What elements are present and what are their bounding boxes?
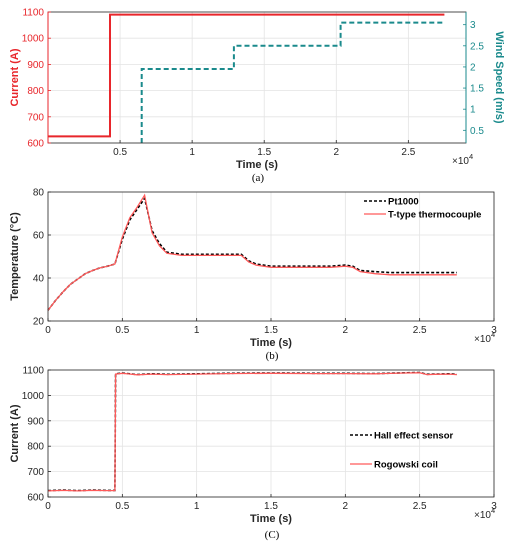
panel-caption: (C)	[265, 529, 280, 541]
x-tick-label: 2	[343, 501, 349, 512]
x-exponent-power: 4	[469, 152, 473, 161]
y-axis-label: Current (A)	[9, 48, 21, 106]
y-tick-label: 600	[27, 493, 44, 504]
y-right-tick-label: 3	[470, 20, 476, 31]
y-tick-label: 900	[27, 60, 44, 71]
plot-area	[48, 12, 466, 143]
x-tick-label: 1.5	[264, 325, 278, 336]
y-tick-label: 1000	[22, 391, 45, 402]
x-tick-label: 0.5	[115, 501, 129, 512]
legend-label: Rogowski coil	[374, 460, 438, 471]
series-line-1	[47, 193, 457, 311]
x-tick-label: 1	[194, 325, 200, 336]
x-tick-label: 3	[491, 501, 497, 512]
series-line-0	[48, 13, 445, 138]
x-axis-label: Time (s)	[250, 337, 292, 349]
y-right-tick-label: 1	[470, 105, 476, 116]
y-tick-label: 40	[33, 274, 45, 285]
legend-label: T-type thermocouple	[388, 210, 481, 221]
legend-label: Pt1000	[388, 197, 419, 208]
y-tick-label: 700	[27, 112, 44, 123]
y-axis-right-label: Wind Speed (m/s)	[493, 31, 505, 124]
panel-2: 0 0.5 1 1.5 2 2.5 3 600 700 800 900 1000 1100 Time (s…	[9, 366, 497, 542]
x-tick-label: 1.5	[257, 147, 271, 158]
y-right-tick-label: 2.5	[470, 41, 484, 52]
panel-1: 0 0.5 1 1.5 2 2.5 3 20 40 60 80 Time (s) Temperature…	[9, 188, 497, 363]
y-tick-label: 1100	[22, 8, 44, 19]
x-tick-label: 3	[491, 325, 497, 336]
x-tick-label: 2.5	[401, 147, 415, 158]
y-tick-label: 800	[27, 86, 44, 97]
y-tick-label: 1100	[22, 366, 44, 377]
series-line-1	[47, 372, 457, 492]
y-right-tick-label: 0.5	[470, 126, 484, 137]
x-exponent-power: 4	[491, 330, 495, 339]
x-tick-label: 2	[333, 147, 339, 158]
x-exponent: ×104	[452, 152, 473, 167]
series-line-0	[47, 196, 457, 311]
x-tick-label: 0.5	[113, 147, 127, 158]
x-tick-label: 0	[45, 325, 51, 336]
x-axis-label: Time (s)	[236, 159, 278, 171]
x-tick-label: 2.5	[413, 501, 427, 512]
x-tick-label: 1.5	[264, 501, 278, 512]
x-tick-label: 2.5	[413, 325, 427, 336]
x-tick-label: 1	[194, 501, 200, 512]
x-exponent: ×104	[474, 506, 495, 521]
y-tick-label: 700	[27, 467, 44, 478]
y-tick-label: 80	[33, 188, 45, 199]
x-axis-label: Time (s)	[250, 513, 292, 525]
y-axis-label: Current (A)	[9, 404, 21, 462]
x-tick-label: 1	[189, 147, 195, 158]
panel-0: 0.5 1 1.5 2 2.5 600 700 800 900 1000 1100 0.5 1 1.5 2 2…	[9, 8, 505, 185]
series-line-1	[140, 21, 445, 143]
y-tick-label: 600	[27, 139, 44, 150]
x-tick-label: 2	[343, 325, 349, 336]
panel-caption: (a)	[252, 172, 265, 184]
y-tick-label: 900	[27, 416, 44, 427]
y-right-tick-label: 2	[470, 62, 476, 73]
panel-caption: (b)	[266, 350, 279, 362]
legend-label: Hall effect sensor	[374, 431, 453, 442]
y-tick-label: 1000	[22, 34, 45, 45]
y-tick-label: 60	[33, 231, 45, 242]
x-exponent: ×104	[474, 330, 495, 345]
y-right-tick-label: 1.5	[470, 84, 484, 95]
x-tick-label: 0	[45, 501, 51, 512]
y-tick-label: 800	[27, 442, 44, 453]
x-exponent-power: 4	[491, 506, 495, 515]
y-tick-label: 20	[33, 317, 45, 328]
y-axis-label: Temperature (°C)	[9, 212, 21, 301]
x-tick-label: 0.5	[115, 325, 129, 336]
